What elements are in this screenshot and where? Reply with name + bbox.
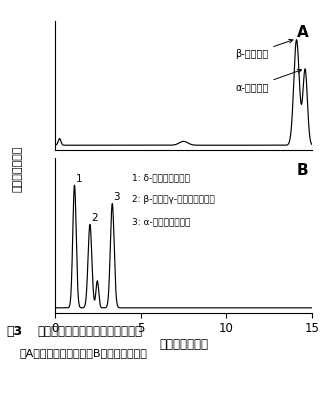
Text: β-カロテン: β-カロテン (235, 39, 293, 59)
Text: A: A (297, 25, 308, 40)
Text: 1: 1 (76, 174, 82, 184)
Text: 2: 2 (91, 213, 98, 223)
Text: 検出器信号強度: 検出器信号強度 (13, 146, 23, 192)
Text: （A：紫外可視検出器、B：蛍光検出器）: （A：紫外可視検出器、B：蛍光検出器） (19, 348, 147, 358)
Text: 1: δ-トコフェロール: 1: δ-トコフェロール (132, 173, 190, 182)
Text: 3: 3 (114, 192, 120, 202)
Text: 3: α-トコフェロール: 3: α-トコフェロール (132, 217, 190, 226)
Text: B: B (297, 163, 308, 178)
Text: 2: β-およびγ-トコフェロール: 2: β-およびγ-トコフェロール (132, 195, 215, 204)
Text: 図3: 図3 (6, 325, 23, 338)
X-axis label: 保持時間（分）: 保持時間（分） (159, 338, 208, 351)
Text: α-カロテン: α-カロテン (235, 69, 301, 93)
Text: 市販の標準物質のクロマトグラム: 市販の標準物質のクロマトグラム (37, 325, 142, 338)
